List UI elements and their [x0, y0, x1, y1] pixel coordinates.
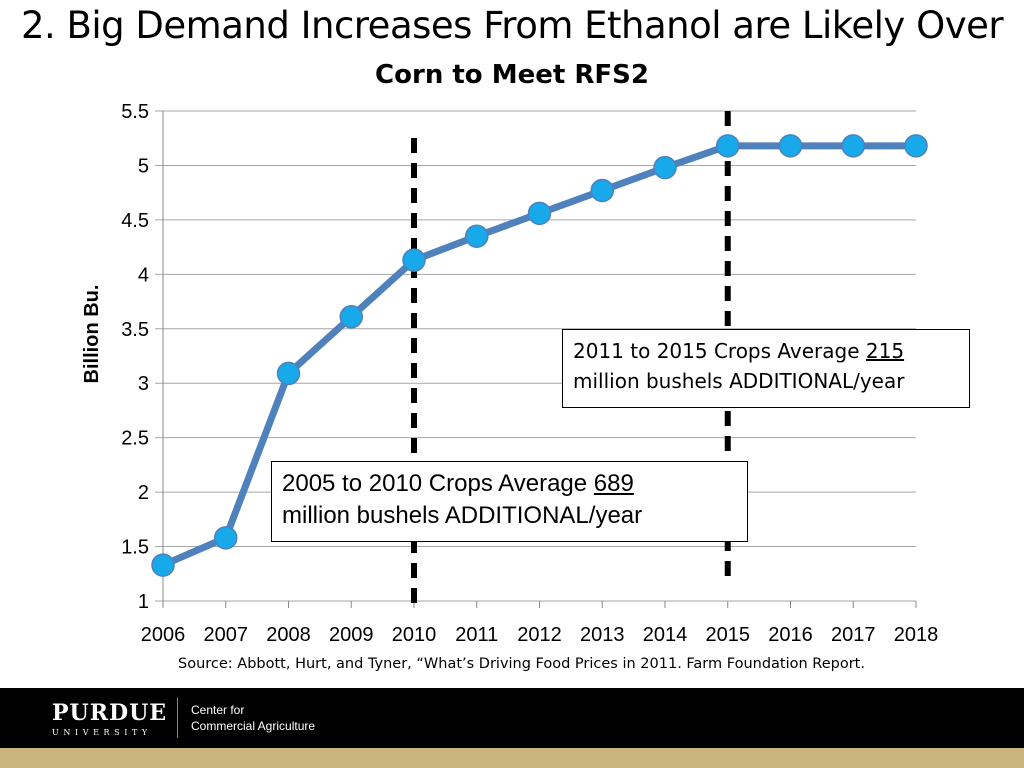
purdue-logo-subtitle: UNIVERSITY [52, 728, 152, 737]
y-tick-label: 3.5 [121, 319, 149, 341]
data-point [465, 224, 489, 248]
x-tick-label: 2007 [204, 624, 249, 646]
y-axis-label: Billion Bu. [81, 285, 103, 384]
center-name-line1: Center for [191, 703, 245, 717]
chart-title: Corn to Meet RFS2 [375, 60, 649, 90]
data-point [214, 526, 238, 550]
data-point [841, 134, 865, 158]
x-tick-label: 2017 [831, 624, 876, 646]
x-tick-label: 2014 [643, 624, 688, 646]
y-tick-label: 3 [138, 373, 149, 395]
x-tick-label: 2013 [580, 624, 625, 646]
annotation-2005-2010: 2005 to 2010 Crops Average 689 million b… [271, 461, 748, 542]
x-tick-label: 2009 [329, 624, 374, 646]
y-tick-label: 2.5 [121, 428, 149, 450]
data-point [527, 201, 552, 226]
purdue-logo: PURDUE [52, 700, 168, 726]
x-tick-label: 2008 [266, 624, 311, 646]
y-tick-label: 2 [138, 482, 149, 504]
y-tick-label: 4.5 [121, 210, 149, 232]
slide-title: 2. Big Demand Increases From Ethanol are… [20, 4, 1004, 47]
footer-bar [0, 688, 1024, 748]
annotation-b-number: 689 [593, 470, 634, 497]
x-tick-label: 2011 [455, 624, 498, 646]
x-tick-label: 2018 [894, 624, 939, 646]
data-point [402, 248, 426, 272]
data-point [276, 361, 301, 386]
y-tick-label: 5.5 [121, 101, 149, 123]
x-tick-label: 2015 [706, 624, 751, 646]
data-point [716, 134, 740, 158]
annotation-a-text-2: million bushels ADDITIONAL/year [573, 369, 905, 393]
x-tick-label: 2012 [517, 624, 562, 646]
center-name-line2: Commercial Agriculture [191, 719, 316, 733]
x-tick-label: 2016 [768, 624, 813, 646]
x-tick-label: 2010 [392, 624, 437, 646]
footer-gold-stripe [0, 748, 1024, 768]
annotation-b-text-2: million bushels ADDITIONAL/year [282, 502, 643, 529]
x-tick-label: 2006 [141, 624, 186, 646]
annotation-2011-2015: 2011 to 2015 Crops Average 215 million b… [562, 329, 970, 408]
y-tick-label: 4 [138, 264, 149, 286]
source-citation: Source: Abbott, Hurt, and Tyner, “What’s… [178, 656, 865, 672]
y-tick-label: 1.5 [121, 537, 149, 559]
data-point [339, 305, 363, 329]
annotation-a-text: 2011 to 2015 Crops Average [573, 339, 866, 363]
center-name: Center for Commercial Agriculture [191, 702, 315, 734]
data-point [590, 178, 614, 203]
y-tick-label: 5 [138, 155, 149, 177]
annotation-a-number: 215 [865, 339, 905, 363]
annotation-b-text: 2005 to 2010 Crops Average [282, 470, 594, 497]
data-point [151, 553, 175, 577]
data-point [904, 134, 928, 158]
footer-divider [177, 698, 178, 738]
data-point [778, 134, 803, 158]
data-point [653, 155, 677, 180]
y-tick-label: 1 [138, 591, 149, 613]
